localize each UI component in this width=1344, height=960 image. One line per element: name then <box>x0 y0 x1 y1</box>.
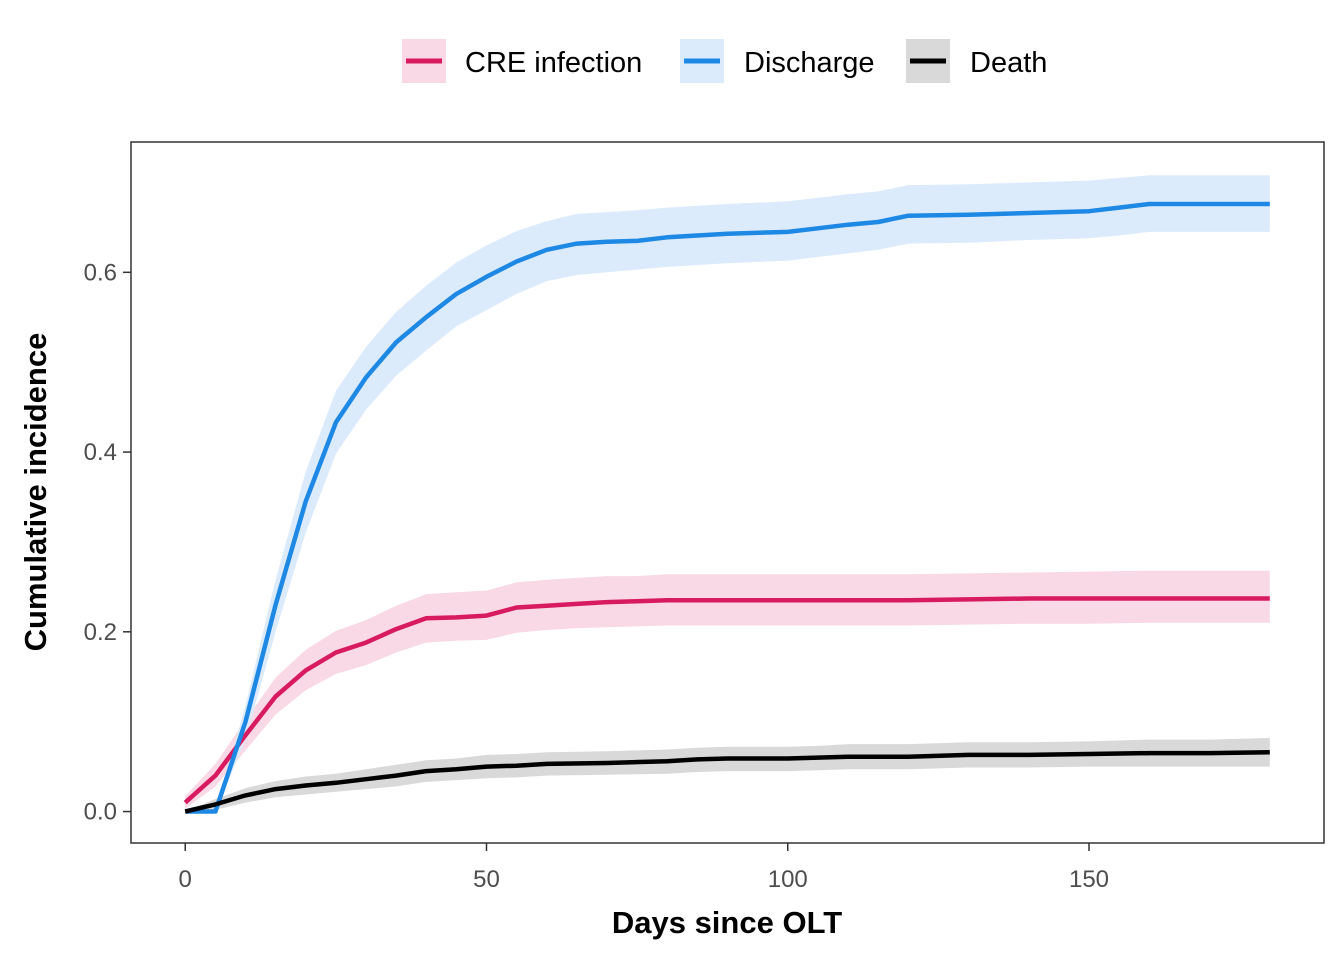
x-axis-title: Days since OLT <box>612 905 842 940</box>
death-line <box>184 749 1270 814</box>
series-lines <box>183 201 1270 814</box>
legend-label-cre-infection: CRE infection <box>465 47 642 79</box>
plot-panel-border <box>130 141 1325 844</box>
x-tick-label: 0 <box>179 866 192 893</box>
x-tick-label: 100 <box>768 866 808 893</box>
y-tick-label: 0.6 <box>84 259 117 286</box>
x-tick-label: 150 <box>1069 866 1109 893</box>
legend-label-discharge: Discharge <box>744 47 875 79</box>
y-tick-label: 0.0 <box>84 799 117 826</box>
cre-infection-confidence-band <box>185 570 1270 809</box>
legend-item-cre-infection: CRE infection <box>402 39 642 83</box>
legend-item-discharge: Discharge <box>680 39 875 83</box>
legend: CRE infection Discharge Death <box>402 39 1047 83</box>
legend-item-death: Death <box>906 39 1047 83</box>
cre-infection-line <box>183 596 1270 805</box>
y-tick-label: 0.4 <box>84 439 117 466</box>
y-axis: 0.0 0.2 0.4 0.6 <box>84 259 131 826</box>
y-tick-label: 0.2 <box>84 619 117 646</box>
x-tick-label: 50 <box>473 866 500 893</box>
legend-label-death: Death <box>970 47 1047 79</box>
y-axis-title: Cumulative incidence <box>18 333 53 652</box>
discharge-line <box>185 201 1270 814</box>
x-axis: 0 50 100 150 <box>179 843 1109 893</box>
